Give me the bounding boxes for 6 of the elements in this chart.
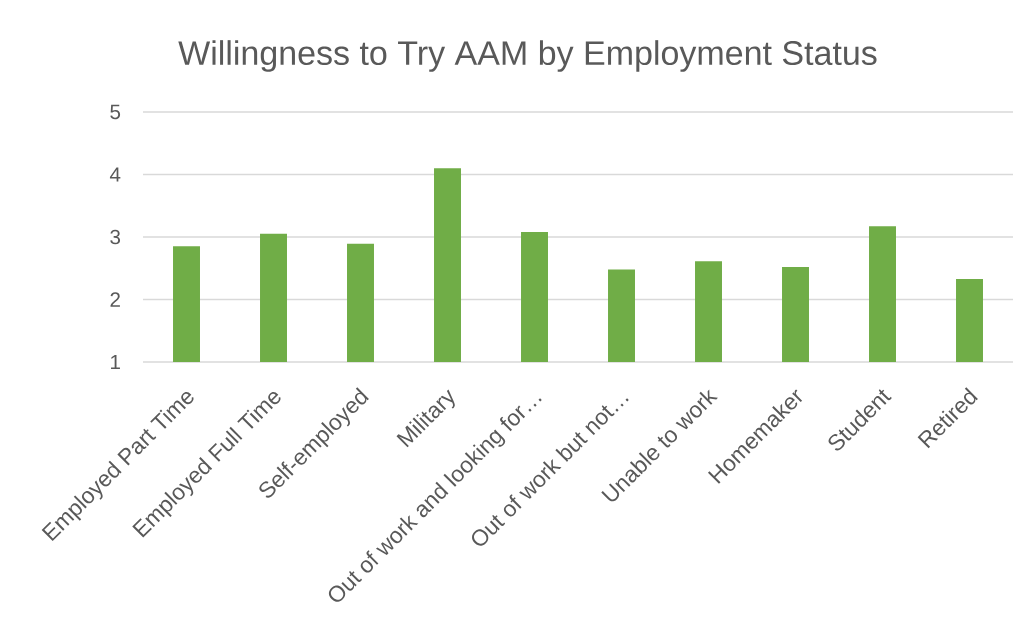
y-tick-label: 2	[110, 292, 120, 307]
y-tick-label: 5	[110, 104, 121, 120]
y-tick-label: 4	[109, 167, 121, 182]
chart-title: Willingness to Try AAM by Employment Status	[178, 40, 877, 72]
y-tick-label: 3	[110, 229, 121, 245]
y-tick-label: 1	[111, 354, 120, 370]
